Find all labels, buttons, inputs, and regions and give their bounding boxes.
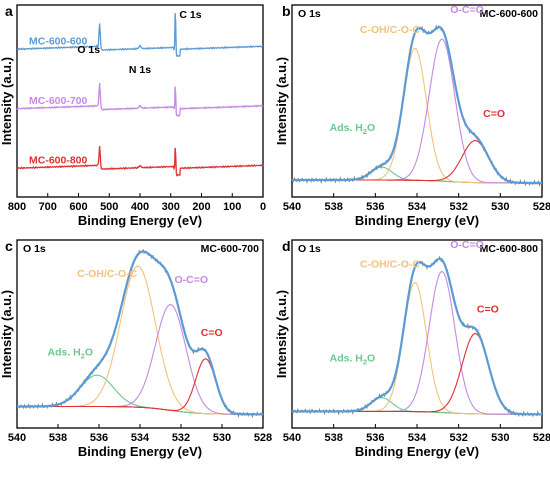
x-tick-label: 530 xyxy=(491,201,509,213)
series-line-mc-600-800 xyxy=(16,146,264,177)
peak-annotation: O 1s xyxy=(77,44,100,56)
x-tick-label: 540 xyxy=(8,432,26,444)
x-tick-label: 538 xyxy=(324,432,342,444)
series-label: MC-600-800 xyxy=(29,154,88,166)
x-tick-label: 100 xyxy=(223,201,241,213)
series-label: MC-600-700 xyxy=(29,95,88,107)
x-tick-label: 528 xyxy=(254,432,272,444)
x-tick-label: 528 xyxy=(533,201,550,213)
component-label: C=O xyxy=(201,327,223,339)
envelope-fit-line xyxy=(292,257,542,416)
y-axis-title: Intensity (a.u.) xyxy=(274,290,289,378)
panel-b-o1s-mc-600-600: 540 538 536 534 532 530 528 Binding Energy (eV)… xyxy=(274,3,550,228)
x-tick-label: 532 xyxy=(172,432,190,444)
x-tick-label: 600 xyxy=(69,201,87,213)
x-axis-title: Binding Energy (eV) xyxy=(355,444,479,459)
component-c-o xyxy=(292,140,542,184)
component-c-oh-c-o-c xyxy=(17,265,263,415)
envelope-fit-line xyxy=(17,250,263,416)
x-tick-label: 534 xyxy=(131,432,150,444)
component-label: Ads. H2O xyxy=(330,352,376,366)
y-axis-title: Intensity (a.u.) xyxy=(274,57,289,145)
component-label: C-OH/C-O-C xyxy=(360,258,420,270)
x-axis-title: Binding Energy (eV) xyxy=(78,213,202,228)
y-axis-title: Intensity (a.u.) xyxy=(0,57,14,145)
series-label: MC-600-600 xyxy=(29,35,88,47)
panel-letter: d xyxy=(282,238,291,254)
x-tick-label: 500 xyxy=(100,201,118,213)
x-tick-label: 532 xyxy=(449,432,467,444)
element-label: O 1s xyxy=(298,8,321,20)
series-line-mc-600-600 xyxy=(16,13,264,58)
x-tick-label: 536 xyxy=(90,432,108,444)
x-tick-label: 528 xyxy=(533,432,550,444)
sample-label: MC-600-600 xyxy=(480,8,539,20)
sample-label: MC-600-800 xyxy=(480,243,539,255)
peak-annotation: C 1s xyxy=(179,9,201,21)
x-tick-label: 538 xyxy=(49,432,67,444)
panel-letter: c xyxy=(5,238,13,254)
x-tick-label: 530 xyxy=(491,432,509,444)
component-label: C=O xyxy=(477,303,499,315)
x-tick-label: 700 xyxy=(39,201,57,213)
peak-annotation: N 1s xyxy=(129,64,151,76)
axes-frame xyxy=(16,239,264,429)
x-tick-label: 538 xyxy=(324,201,342,213)
component-c-o xyxy=(292,333,542,415)
x-tick-label: 540 xyxy=(283,201,301,213)
component-label: Ads. H2O xyxy=(330,122,376,136)
x-tick-label: 534 xyxy=(408,432,427,444)
component-o-c-o xyxy=(292,270,542,415)
y-axis-title: Intensity (a.u.) xyxy=(0,290,14,378)
x-tick-label: 200 xyxy=(192,201,210,213)
x-tick-label: 532 xyxy=(449,201,467,213)
x-axis-title: Binding Energy (eV) xyxy=(355,213,479,228)
x-tick-label: 536 xyxy=(366,201,384,213)
component-label: C-OH/C-O-C xyxy=(360,24,420,36)
component-c-oh-c-o-c xyxy=(292,281,542,415)
series-line-mc-600-700 xyxy=(16,82,264,117)
component-label: O-C=O xyxy=(450,4,484,16)
element-label: O 1s xyxy=(298,243,321,255)
panel-letter: a xyxy=(5,3,13,19)
panel-a-survey: 800 700 600 500 400 300 200 100 0 Binding Energy … xyxy=(0,3,266,228)
component-label: C-OH/C-O-C xyxy=(77,268,137,280)
x-tick-label: 0 xyxy=(260,201,266,213)
panel-letter: b xyxy=(282,3,291,19)
x-tick-label: 536 xyxy=(366,432,384,444)
x-tick-label: 530 xyxy=(213,432,231,444)
x-tick-label: 300 xyxy=(162,201,180,213)
x-tick-label: 400 xyxy=(131,201,149,213)
component-label: C=O xyxy=(483,108,505,120)
x-axis-title: Binding Energy (eV) xyxy=(78,444,202,459)
raw-data-line xyxy=(16,248,264,419)
panel-d-o1s-mc-600-800: 540 538 536 534 532 530 528 Binding Energy (eV)… xyxy=(274,238,550,459)
component-label: O-C=O xyxy=(450,239,484,251)
panel-c-o1s-mc-600-700: 540 538 536 534 532 530 528 Binding Energy (eV)… xyxy=(0,238,272,459)
envelope-fit-line xyxy=(292,26,542,185)
element-label: O 1s xyxy=(23,243,46,255)
x-tick-label: 540 xyxy=(283,432,301,444)
x-tick-label: 800 xyxy=(8,201,26,213)
x-tick-label: 534 xyxy=(408,201,427,213)
component-label: O-C=O xyxy=(174,274,208,286)
component-o-c-o xyxy=(17,304,263,415)
component-label: Ads. H2O xyxy=(47,347,93,361)
sample-label: MC-600-700 xyxy=(201,243,260,255)
